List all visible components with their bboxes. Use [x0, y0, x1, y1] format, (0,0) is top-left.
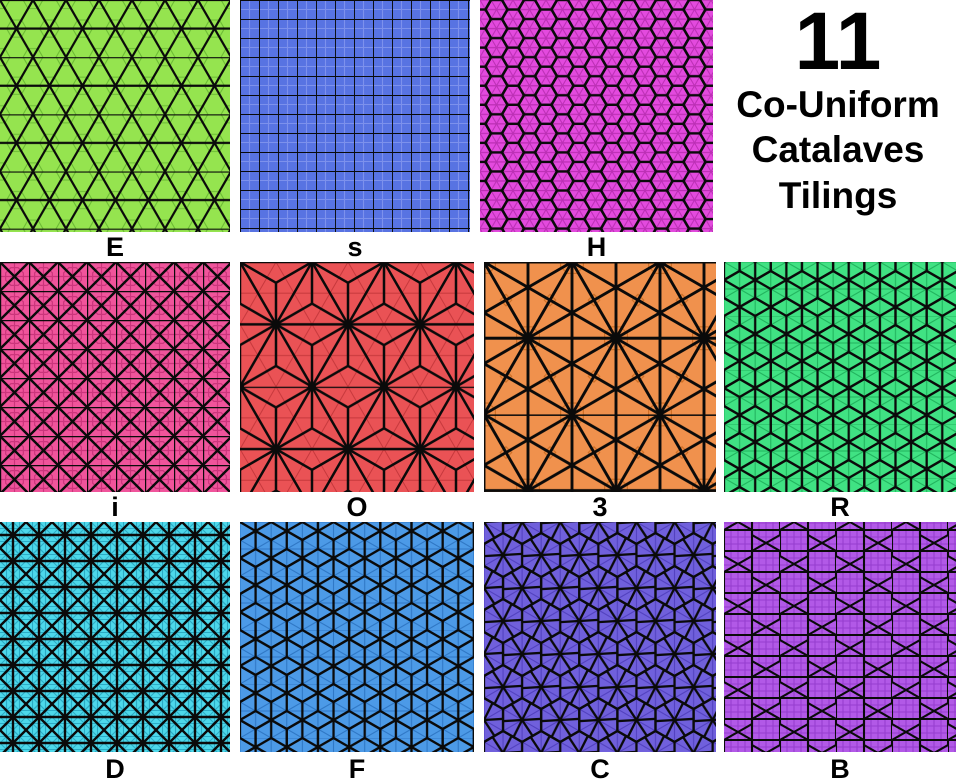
- title-line-1: Co-Uniform: [736, 84, 940, 126]
- tile-label-i: i: [111, 492, 119, 522]
- title-line-3: Tilings: [778, 174, 898, 216]
- tile-R: R: [724, 262, 956, 522]
- title-line-2: Catalaves: [751, 129, 925, 171]
- tiling-swatch-i: [0, 262, 230, 492]
- tile-label-C: C: [590, 754, 610, 784]
- title-number: 11: [794, 0, 882, 87]
- tile-D: D: [0, 522, 230, 784]
- tile-s: s: [240, 0, 470, 262]
- tile-label-R: R: [830, 492, 850, 522]
- tile-3: 3: [484, 262, 716, 522]
- tile-C: C: [484, 522, 716, 784]
- tiling-swatch-F: [240, 522, 474, 752]
- tile-label-H: H: [586, 232, 607, 262]
- tiling-swatch-D: [0, 522, 230, 752]
- tile-label-E: E: [105, 232, 124, 262]
- tiling-swatch-E: [0, 0, 230, 232]
- tiling-swatch-R: [724, 262, 956, 492]
- tile-B: B: [724, 522, 956, 784]
- tiling-swatch-O: [240, 262, 474, 492]
- tiling-swatch-3: [484, 262, 716, 492]
- tiling-swatch-H: [480, 0, 713, 232]
- tiling-swatch-s: [240, 0, 470, 232]
- tile-label-s: s: [347, 232, 363, 262]
- title-block: 11 Co-Uniform Catalaves Tilings: [716, 0, 960, 218]
- tile-label-3: 3: [592, 492, 608, 522]
- tile-H: H: [480, 0, 713, 262]
- tile-label-D: D: [105, 754, 125, 784]
- tile-E: E: [0, 0, 230, 262]
- tile-label-F: F: [348, 754, 366, 784]
- tile-i: i: [0, 262, 230, 522]
- tiling-swatch-B: [724, 522, 956, 752]
- tile-O: O: [240, 262, 474, 522]
- tiling-swatch-C: [484, 522, 716, 752]
- tile-label-B: B: [830, 754, 850, 784]
- tile-F: F: [240, 522, 474, 784]
- tile-label-O: O: [346, 492, 368, 522]
